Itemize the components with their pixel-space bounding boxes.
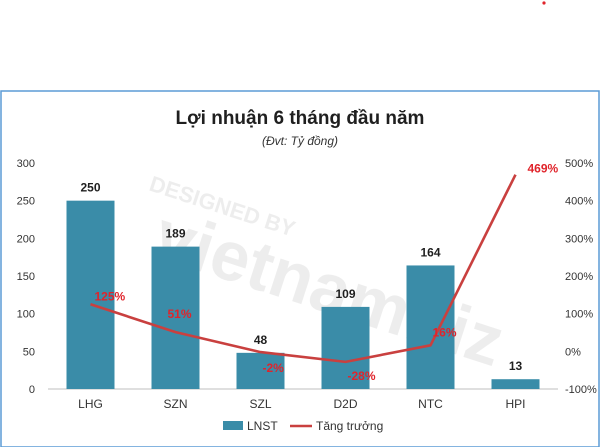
bar-value-label: 189 <box>165 227 185 241</box>
growth-value-labels: 125% 51% -2% -28% 16% 469% <box>95 162 559 383</box>
growth-value-label: -28% <box>348 369 376 383</box>
growth-value-label: 16% <box>433 325 457 339</box>
chart-subtitle: (Đvt: Tỷ đồng) <box>262 134 338 148</box>
y-tick-label-left: 300 <box>17 158 35 170</box>
bar <box>321 306 370 389</box>
corner-accent-dot <box>542 1 546 5</box>
legend-label-lnst: LNST <box>247 419 278 433</box>
x-tick-label: HPI <box>505 397 525 411</box>
legend: LNST Tăng trưởng <box>223 419 383 433</box>
y-tick-label-left: 100 <box>17 309 35 321</box>
y-tick-label-left: 250 <box>17 196 35 208</box>
bar-value-label: 109 <box>335 287 355 301</box>
chart-title: Lợi nhuận 6 tháng đầu năm <box>176 108 425 129</box>
y-tick-label-right: 100% <box>565 309 593 321</box>
y-tick-label-right: 500% <box>565 158 593 170</box>
legend-swatch-lnst <box>223 421 243 430</box>
x-tick-label: SZN <box>164 397 188 411</box>
growth-value-label: 125% <box>95 289 126 303</box>
y-tick-label-left: 150 <box>17 271 35 283</box>
y-tick-label-right: 300% <box>565 233 593 245</box>
bar <box>406 265 455 389</box>
x-tick-label: SZL <box>249 397 271 411</box>
bar <box>236 352 285 389</box>
bar-series-lnst <box>66 200 540 389</box>
x-tick-label: D2D <box>333 397 357 411</box>
bar <box>66 200 115 389</box>
x-tick-label: NTC <box>418 397 443 411</box>
y-tick-label-right: 400% <box>565 196 593 208</box>
y-tick-label-left: 0 <box>29 384 35 396</box>
y-tick-label-right: 200% <box>565 271 593 283</box>
bar-value-label: 164 <box>420 245 440 259</box>
bar <box>151 246 200 389</box>
growth-value-label: -2% <box>263 361 285 375</box>
y-axis-left: 0 50 100 150 200 250 300 <box>17 158 35 396</box>
bar <box>491 379 540 389</box>
y-axis-right: -100% 0% 100% 200% 300% 400% 500% <box>565 158 597 396</box>
y-tick-label-left: 200 <box>17 233 35 245</box>
legend-label-tang-truong: Tăng trưởng <box>316 419 383 433</box>
y-tick-label-right: 0% <box>565 346 581 358</box>
y-tick-label-left: 50 <box>23 346 35 358</box>
bar-value-label: 48 <box>254 333 268 347</box>
x-axis-tick-labels: LHG SZN SZL D2D NTC HPI <box>78 397 525 411</box>
growth-value-label: 469% <box>528 162 559 176</box>
y-tick-label-right: -100% <box>565 384 597 396</box>
bar-value-label: 13 <box>509 359 523 373</box>
growth-value-label: 51% <box>168 307 192 321</box>
bar-value-label: 250 <box>80 181 100 195</box>
line-series-tang-truong <box>90 174 517 364</box>
bar-value-labels: 250 189 48 109 164 13 <box>80 181 522 374</box>
x-tick-label: LHG <box>78 397 103 411</box>
